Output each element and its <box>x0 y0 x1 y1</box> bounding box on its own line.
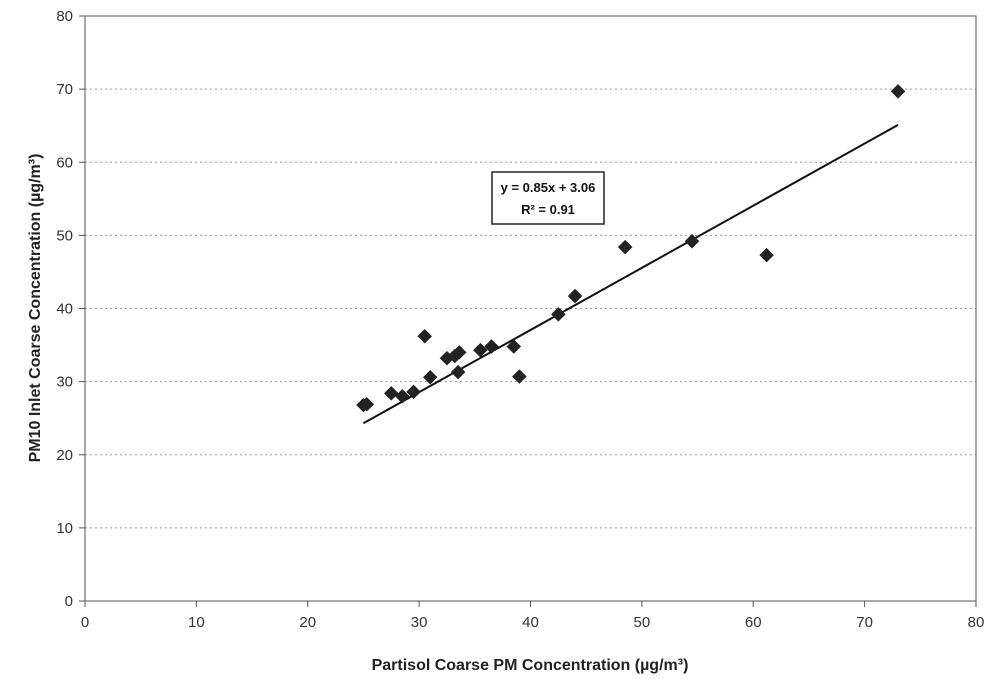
x-tick-label-2: 20 <box>299 614 316 631</box>
x-tick-label-3: 30 <box>411 614 428 631</box>
data-point-18 <box>684 233 700 249</box>
data-point-12 <box>484 339 499 354</box>
x-tick-label-4: 40 <box>522 614 539 631</box>
x-axis-title: Partisol Coarse PM Concentration (µg/m³) <box>372 657 689 674</box>
data-point-20 <box>890 83 906 99</box>
y-tick-label-6: 60 <box>56 154 73 171</box>
trend-r-squared: R² = 0.91 <box>521 202 575 217</box>
data-point-2 <box>383 385 399 401</box>
y-tick-label-7: 70 <box>56 81 73 98</box>
y-axis-ticks: 0 10 20 30 40 50 60 70 80 <box>56 8 85 610</box>
data-point-16 <box>567 288 583 304</box>
x-tick-label-7: 70 <box>856 614 873 631</box>
x-tick-label-5: 50 <box>634 614 651 631</box>
data-point-3 <box>395 388 410 404</box>
y-tick-label-4: 40 <box>56 301 73 318</box>
data-point-4 <box>406 384 421 400</box>
x-tick-label-1: 10 <box>188 614 205 631</box>
y-tick-label-8: 80 <box>56 8 73 25</box>
y-tick-label-2: 20 <box>56 447 73 464</box>
data-point-11 <box>473 342 488 358</box>
x-tick-label-0: 0 <box>81 614 89 631</box>
x-axis-ticks: 0 10 20 30 40 50 60 70 80 <box>81 601 985 631</box>
data-point-5 <box>417 328 433 344</box>
data-point-13 <box>506 339 522 354</box>
equation-box: y = 0.85x + 3.06 R² = 0.91 <box>491 171 605 225</box>
data-point-10 <box>451 345 467 360</box>
trend-equation: y = 0.85x + 3.06 <box>501 180 596 195</box>
gridlines <box>85 88 976 529</box>
data-point-14 <box>512 369 527 384</box>
y-tick-label-1: 10 <box>56 520 73 537</box>
data-point-9 <box>450 364 466 380</box>
x-tick-label-6: 60 <box>745 614 762 631</box>
data-point-17 <box>617 239 633 255</box>
y-tick-label-3: 30 <box>56 374 73 391</box>
data-point-6 <box>422 369 438 385</box>
data-point-1 <box>359 396 375 412</box>
data-point-19 <box>759 247 774 263</box>
x-tick-label-8: 80 <box>968 614 985 631</box>
y-tick-label-5: 50 <box>56 227 73 244</box>
data-point-15 <box>550 306 566 322</box>
y-axis-title: PM10 Inlet Coarse Concentration (µg/m³) <box>27 154 44 463</box>
trend-line <box>362 124 899 425</box>
y-tick-label-0: 0 <box>65 593 73 610</box>
data-points <box>356 83 906 413</box>
